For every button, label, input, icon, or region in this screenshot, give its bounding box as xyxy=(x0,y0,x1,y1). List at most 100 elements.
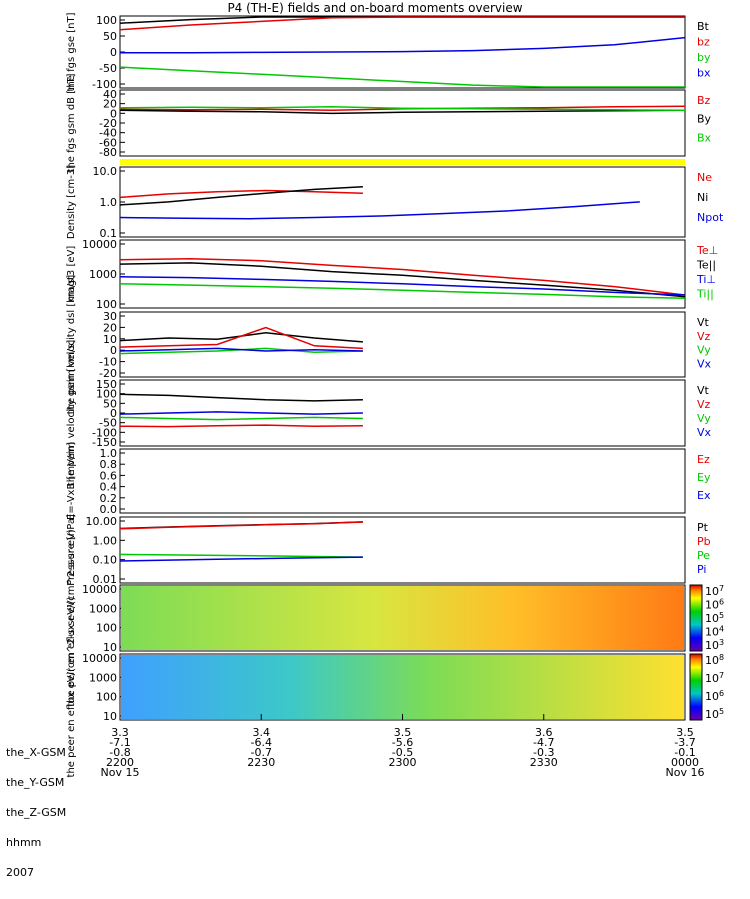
y-tick-label: -60 xyxy=(99,136,117,149)
y-tick-label: 0.10 xyxy=(93,554,118,567)
y-tick-label: -50 xyxy=(99,62,117,75)
y-tick-label: -150 xyxy=(92,436,117,449)
legend-ti⊥: Ti⊥ xyxy=(696,273,716,286)
y-tick-label: 100 xyxy=(96,622,117,635)
y-tick-label: 10000 xyxy=(82,238,117,251)
y-tick-label: 10 xyxy=(103,710,117,723)
y-tick-label: 1.0 xyxy=(100,447,118,460)
y-tick-label: 10 xyxy=(103,641,117,654)
ephem-value: 2300 xyxy=(388,756,417,769)
series-bx xyxy=(120,36,686,54)
series-vx xyxy=(119,411,363,415)
panel-frame xyxy=(119,448,686,514)
y-tick-label: 20 xyxy=(103,321,117,334)
ephem-value: Nov 16 xyxy=(665,766,705,779)
heatmap-image xyxy=(121,586,684,650)
y-axis-label: the fgs gsm dB [nT] xyxy=(66,73,77,172)
y-axis-label: the peer en eflux eV/(cm^2-s-sr-eV) xyxy=(66,596,77,777)
colorbar-tick-exp: 7 xyxy=(719,671,724,680)
legend-npot: Npot xyxy=(697,211,724,224)
ephem-value xyxy=(247,768,275,778)
y-tick-label: -40 xyxy=(99,127,117,140)
panel-4 xyxy=(119,239,686,309)
ephem-value: -0.8 xyxy=(109,746,131,759)
legend-vt: Vt xyxy=(697,384,710,397)
ephem-value: -6.4 xyxy=(250,736,272,749)
legend-pt: Pt xyxy=(697,521,709,534)
y-tick-label: 1000 xyxy=(89,671,117,684)
y-tick-label: 0.0 xyxy=(100,503,118,516)
y-tick-label: -20 xyxy=(99,367,117,380)
panel-1 xyxy=(119,15,686,89)
panel-frame xyxy=(119,311,686,378)
panel-5 xyxy=(119,311,686,378)
heatmap-image xyxy=(121,655,684,719)
ephem-value xyxy=(530,768,558,778)
y-tick-label: 0.2 xyxy=(100,492,118,505)
y-tick-label: 0.1 xyxy=(100,227,118,240)
ephem-value: 3.3 xyxy=(111,726,129,739)
legend-te||: Te|| xyxy=(696,259,716,272)
y-tick-label: 10.0 xyxy=(93,165,118,178)
ephem-column: 3.6 -4.7 -0.3 2330 xyxy=(530,727,558,778)
colorbar-tick-label: 108 xyxy=(705,653,724,667)
ephem-value: Nov 15 xyxy=(100,766,140,779)
y-tick-label: 10 xyxy=(103,333,117,346)
series-bz xyxy=(119,16,685,31)
y-tick-label: 40 xyxy=(103,88,117,101)
colorbar xyxy=(689,584,703,652)
legend-ez: Ez xyxy=(697,453,710,466)
ephem-column: 3.4 -6.4 -0.7 2230 xyxy=(247,727,275,778)
y-axis-label: the fgs gse [nT] xyxy=(66,12,77,91)
legend-pi: Pi xyxy=(697,563,706,576)
y-tick-label: -80 xyxy=(99,146,117,159)
y-tick-label: 0 xyxy=(110,46,117,59)
colorbar-tick-label: 106 xyxy=(705,598,724,612)
colorbar xyxy=(689,653,703,721)
ephem-value: 3.5 xyxy=(676,726,694,739)
ephem-value: 2200 xyxy=(106,756,134,769)
legend-vy: Vy xyxy=(697,412,711,425)
legend-bz: Bz xyxy=(697,94,711,107)
panel-frame xyxy=(119,89,686,157)
y-axis-label: Pressure [nPa] xyxy=(66,514,77,586)
legend-bt: Bt xyxy=(697,20,710,33)
panel-frame xyxy=(119,379,686,447)
series-vz xyxy=(119,326,363,350)
ephem-label-year: 2007 xyxy=(6,866,34,879)
colorbar-tick-label: 104 xyxy=(705,625,724,639)
panel-frame xyxy=(119,516,686,584)
ephem-value: 3.5 xyxy=(393,726,412,739)
ephem-value: -0.5 xyxy=(391,746,414,759)
y-tick-label: 100 xyxy=(96,388,117,401)
ephem-column: 3.5 -3.7 -0.1 0000 Nov 16 xyxy=(665,726,705,779)
y-tick-label: -50 xyxy=(99,417,117,430)
colorbar-tick-label: 105 xyxy=(705,707,724,721)
panel-3 xyxy=(119,166,686,238)
legend-vy: Vy xyxy=(697,344,711,357)
y-tick-label: 0 xyxy=(110,344,117,357)
legend-ey: Ey xyxy=(697,471,711,484)
ephem-value: -0.7 xyxy=(250,746,272,759)
panel-6 xyxy=(119,379,686,447)
y-axis-label: the peir en eflux eV/(cm^2-s-sr-eV) xyxy=(66,529,77,707)
y-axis-label: the peim velocity gsm [km/s] xyxy=(66,340,77,487)
legend-vz: Vz xyxy=(697,330,711,343)
y-tick-label: 50 xyxy=(103,397,117,410)
legend-vt: Vt xyxy=(697,316,710,329)
ephem-column: 3.3 -7.1 -0.8 2200 Nov 15 xyxy=(100,726,140,779)
colorbar-tick-label: 103 xyxy=(705,638,724,652)
legend-bx: Bx xyxy=(697,131,712,144)
legend-vx: Vx xyxy=(697,426,712,439)
series-te|| xyxy=(119,262,686,298)
ephem-value: -3.7 xyxy=(674,736,696,749)
y-axis-label: the peim velocity dsl [km/s] xyxy=(66,275,77,415)
y-tick-label: -20 xyxy=(99,117,117,130)
panel-frame xyxy=(119,584,686,652)
legend-by: by xyxy=(697,51,711,64)
y-axis-label: E=-VxB [mV/m] xyxy=(66,442,77,520)
plot-title: P4 (TH-E) fields and on-board moments ov… xyxy=(227,1,523,15)
y-tick-label: 10000 xyxy=(82,583,117,596)
y-tick-label: 100 xyxy=(96,298,117,311)
